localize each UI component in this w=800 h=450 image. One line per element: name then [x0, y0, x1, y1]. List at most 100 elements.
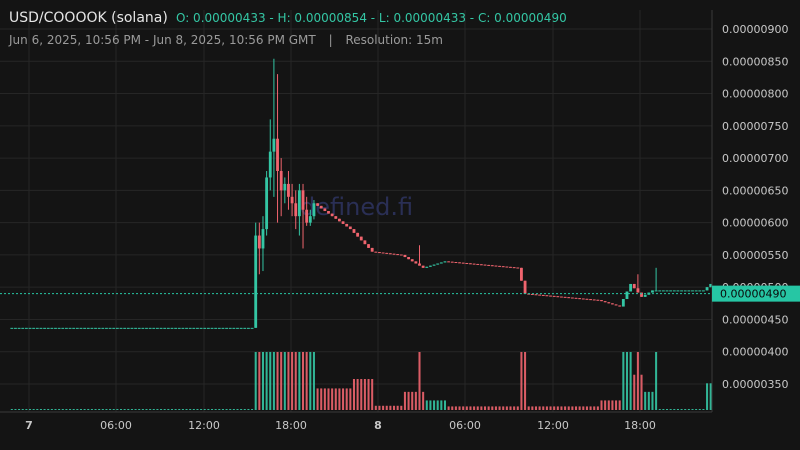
volume-bar [312, 352, 315, 410]
candle-body [148, 327, 152, 329]
candle-body [672, 290, 676, 292]
candle-body [254, 235, 258, 328]
time-tick-label: 06:00 [100, 419, 132, 432]
time-tick-label: 18:00 [275, 419, 307, 432]
time-tick-label: 06:00 [449, 419, 481, 432]
candle-body [450, 261, 454, 263]
volume-bar [123, 409, 126, 410]
volume-bar [491, 406, 494, 410]
volume-bar [29, 409, 32, 410]
candle-body [399, 254, 403, 256]
candle-body [581, 298, 585, 300]
volume-bar [443, 400, 446, 410]
volume-bar [25, 409, 28, 410]
volume-bar [352, 379, 355, 410]
candle-body [589, 299, 592, 301]
time-tick-label: 8 [374, 419, 382, 432]
volume-bar [87, 409, 90, 410]
candle-body [188, 327, 192, 329]
volume-bar [553, 406, 556, 410]
volume-bar [170, 409, 173, 410]
candle-body [225, 327, 228, 329]
candle-body [290, 196, 294, 204]
volume-bar [298, 352, 301, 410]
volume-bar [251, 409, 254, 410]
time-tick-label: 12:00 [188, 419, 220, 432]
candle-body [694, 290, 698, 292]
volume-bar [429, 400, 432, 410]
volume-bar [160, 409, 163, 410]
candle-body [345, 223, 349, 227]
volume-bar [58, 409, 61, 410]
candle-body [75, 327, 79, 329]
time-tick-label: 12:00 [537, 419, 569, 432]
candle-body [170, 327, 174, 329]
candle-body [370, 247, 374, 252]
candle-body [447, 261, 451, 263]
volume-bar [360, 379, 363, 410]
volume-bar [582, 406, 585, 410]
candle-body [192, 327, 196, 329]
candle-body [520, 267, 523, 281]
volume-bar [43, 409, 46, 410]
volume-bar [221, 409, 224, 410]
candle-body [32, 327, 36, 329]
candle-body [691, 290, 694, 292]
watermark: defined.fi [300, 193, 413, 221]
volume-bar [101, 409, 104, 410]
candle-body [611, 303, 614, 305]
volume-bar [76, 409, 79, 410]
candle-body [203, 327, 207, 329]
candle-body [65, 327, 68, 329]
volume-bar [691, 409, 694, 410]
candle-body [418, 263, 421, 266]
candle-body [50, 327, 54, 329]
candle-body [126, 327, 130, 329]
candle-body [312, 203, 316, 217]
volume-bar [393, 405, 396, 410]
candle-body [356, 232, 360, 237]
price-tick-label: 0.00000650 [722, 184, 788, 197]
volume-bar [363, 379, 366, 410]
candle-body [654, 290, 658, 292]
candle-body [68, 327, 72, 329]
candle-body [585, 298, 589, 300]
volume-bar [18, 409, 21, 410]
volume-bar [207, 409, 210, 410]
candle-body [505, 266, 509, 268]
candle-body [108, 327, 112, 329]
candle-body [705, 287, 709, 291]
candle-body [490, 265, 494, 267]
volume-bar [218, 409, 221, 410]
volume-bar [69, 409, 72, 410]
candle-body [407, 257, 410, 260]
volume-bar [156, 409, 159, 410]
candle-body [458, 262, 461, 264]
candle-body [268, 151, 272, 178]
volume-bar [534, 406, 537, 410]
volume-bar [494, 406, 497, 410]
price-tick-label: 0.00000350 [722, 378, 788, 391]
candle-body [410, 259, 414, 262]
volume-bar [138, 409, 141, 410]
last-price-marker: 0.00000490 [0, 285, 800, 302]
volume-bar [181, 409, 184, 410]
candle-body [545, 295, 549, 297]
volume-bar [622, 352, 625, 410]
time-tick-label: 18:00 [624, 419, 656, 432]
candle-body [43, 327, 46, 329]
candle-body [308, 216, 312, 223]
volume-bar [14, 409, 17, 410]
candle-body [385, 252, 389, 254]
candle-body [454, 262, 458, 264]
candle-body [600, 300, 603, 302]
last-price-tag [712, 285, 800, 302]
volume-bar [487, 406, 490, 410]
candle-body [199, 327, 203, 329]
volume-bar [167, 409, 170, 410]
volume-bar [593, 406, 596, 410]
volume-bar [422, 391, 425, 410]
volume-bar [476, 406, 479, 410]
volume-bar [214, 409, 217, 410]
